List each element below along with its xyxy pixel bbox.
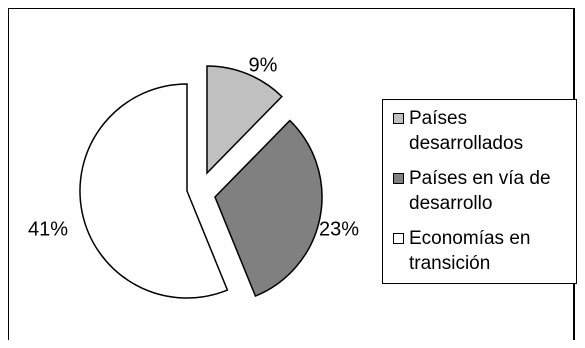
label-pct-transicion: 41%: [28, 218, 68, 240]
label-pct-en-via: 23%: [319, 218, 359, 240]
legend-item-transicion: Economías en transición: [393, 226, 573, 276]
legend-label-transicion: Economías en transición: [409, 228, 531, 274]
slice-en-via: [214, 119, 323, 298]
legend-item-en-via: Países en vía de desarrollo: [393, 166, 573, 216]
slice-desarrollados: [206, 65, 283, 175]
legend-swatch-en-via: [393, 173, 404, 184]
label-pct-desarrollados: 9%: [249, 54, 278, 76]
legend-label-en-via: Países en vía de desarrollo: [409, 168, 551, 214]
slice-transicion: [79, 83, 229, 299]
legend: Países desarrollados Países en vía de de…: [382, 99, 577, 284]
legend-item-desarrollados: Países desarrollados: [393, 106, 573, 156]
legend-swatch-desarrollados: [393, 113, 404, 124]
legend-swatch-transicion: [393, 233, 404, 244]
legend-label-desarrollados: Países desarrollados: [409, 108, 524, 154]
